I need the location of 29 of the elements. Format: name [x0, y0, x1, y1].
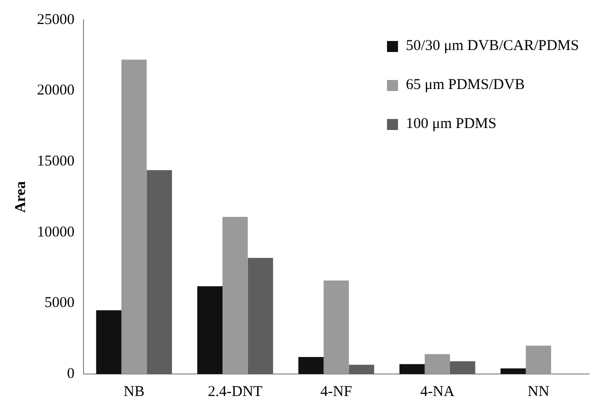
- y-axis-title: Area: [12, 180, 29, 213]
- x-tick-label: 4-NA: [420, 384, 455, 400]
- bar: [324, 280, 349, 374]
- bar: [424, 354, 450, 374]
- x-tick-label: 4-NF: [320, 384, 352, 400]
- bar: [348, 364, 374, 374]
- bar: [526, 346, 552, 374]
- y-tick-label: 25000: [37, 12, 74, 28]
- x-tick-label: NB: [124, 384, 144, 400]
- y-tick-label: 5000: [44, 295, 74, 312]
- bar: [146, 170, 172, 374]
- y-tick-label: 20000: [37, 82, 74, 99]
- bar: [399, 364, 425, 374]
- legend-label: 65 μm PDMS/DVB: [406, 77, 525, 94]
- bar: [248, 258, 274, 374]
- bar: [197, 286, 223, 374]
- legend-label: 50/30 μm DVB/CAR/PDMS: [406, 38, 579, 55]
- bar: [450, 361, 476, 374]
- bar: [121, 60, 147, 374]
- legend-label: 100 μm PDMS: [406, 116, 496, 133]
- x-tick-label: 2.4-DNT: [208, 384, 262, 400]
- y-tick-label: 10000: [37, 224, 74, 240]
- bar: [222, 216, 248, 374]
- y-tick-label: 0: [67, 366, 74, 382]
- bar: [500, 368, 526, 374]
- x-tick-label: NN: [528, 384, 550, 400]
- bar: [298, 357, 324, 374]
- bar: [96, 310, 122, 374]
- y-tick-label: 15000: [37, 154, 74, 170]
